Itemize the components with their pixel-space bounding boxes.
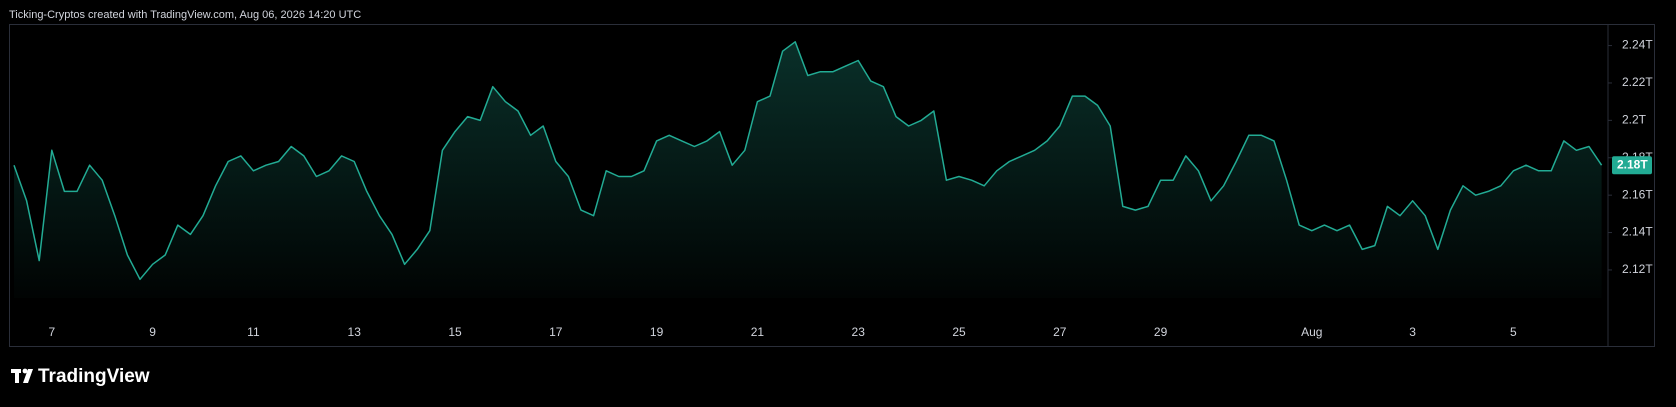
x-tick-label: 13	[348, 325, 362, 339]
header: Ticking-Cryptos created with TradingView…	[9, 9, 361, 21]
y-tick-label: 2.22T	[1622, 75, 1653, 89]
y-tick-label: 2.16T	[1622, 187, 1653, 201]
x-tick-label: 25	[952, 325, 966, 339]
last-value-label: 2.18T	[1617, 157, 1648, 171]
price-line	[13, 41, 1603, 281]
logo-icon	[11, 368, 33, 383]
y-tick-label: 2.14T	[1622, 225, 1653, 239]
y-tick-label: 2.12T	[1622, 262, 1653, 276]
y-tick-label: 2.24T	[1622, 38, 1653, 52]
frame	[9, 24, 1655, 347]
x-tick-label: 11	[247, 325, 260, 339]
x-tick-label: 29	[1154, 325, 1168, 339]
logo-text: TradingView	[38, 366, 150, 387]
x-tick-label: 23	[852, 325, 866, 339]
area-fill	[14, 41, 1602, 299]
x-tick-label: 17	[549, 325, 563, 339]
x-tick-label: 19	[650, 325, 664, 339]
x-tick-label: 27	[1053, 325, 1067, 339]
x-tick-label: 15	[448, 325, 462, 339]
x-tick-label: 3	[1409, 325, 1416, 339]
x-tick-label: 7	[48, 325, 55, 339]
x-tick-label: Aug	[1301, 325, 1322, 339]
last-value-badge	[1612, 156, 1652, 175]
x-tick-label: 21	[751, 325, 765, 339]
x-tick-label: 9	[149, 325, 156, 339]
y-tick-label: 2.2T	[1622, 113, 1647, 127]
x-tick-label: 5	[1510, 325, 1517, 339]
